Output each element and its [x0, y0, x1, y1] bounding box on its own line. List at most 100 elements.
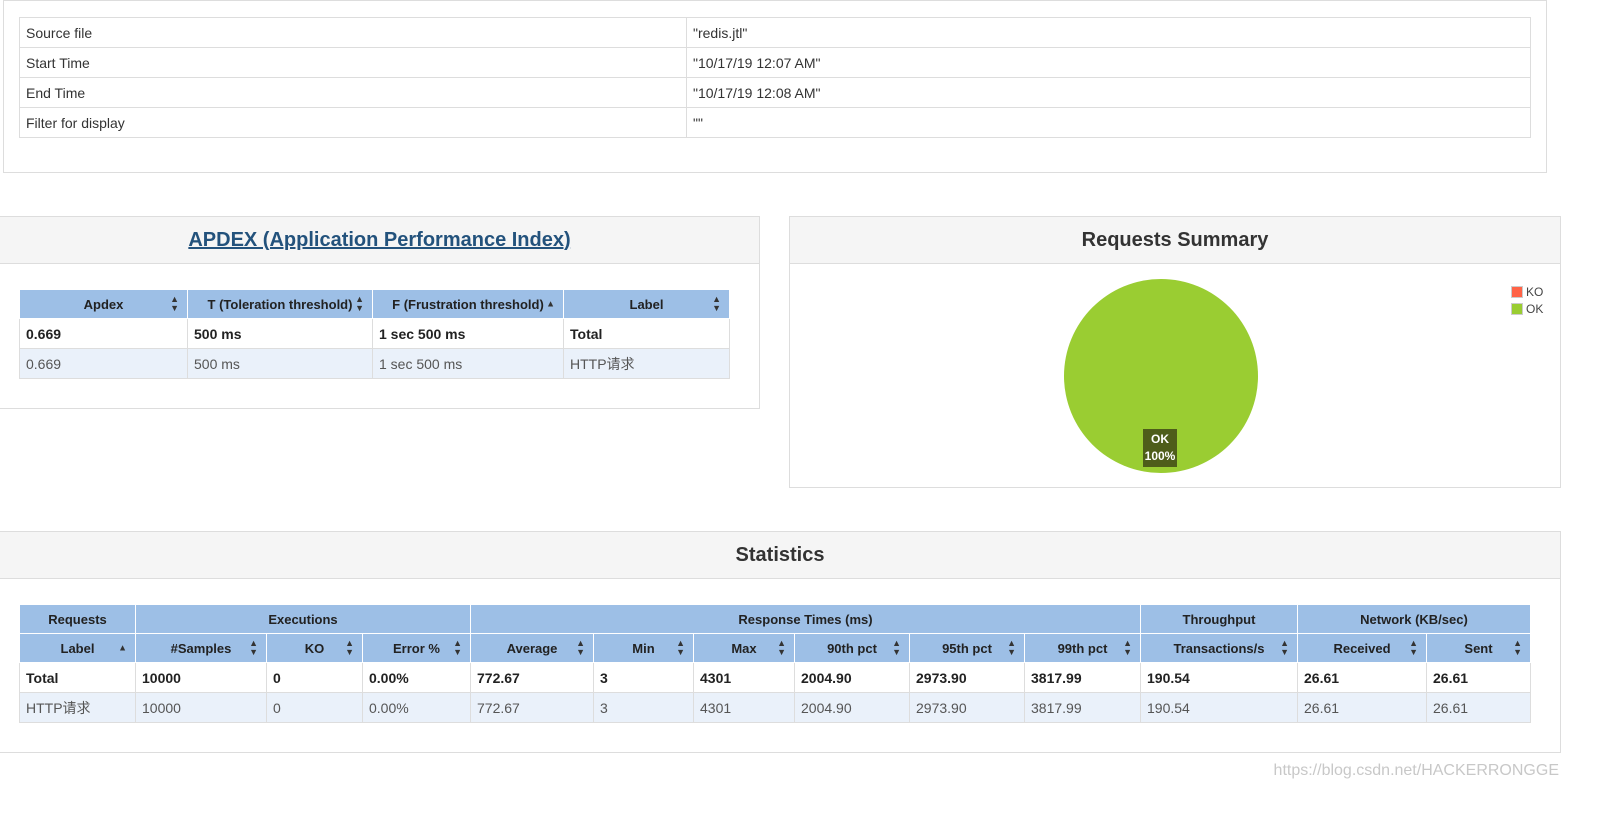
apdex-header-t[interactable]: T (Toleration threshold) ▲ ▼: [187, 289, 373, 319]
apdex-heading: APDEX (Application Performance Index): [0, 217, 759, 264]
cell: HTTP请求: [19, 692, 136, 723]
pie-legend: KO OK: [1511, 283, 1543, 317]
info-label: Start Time: [19, 47, 687, 78]
table-row: HTTP请求 10000 0 0.00% 772.67 3 4301 2004.…: [19, 692, 1531, 723]
cell: 2973.90: [909, 662, 1025, 693]
table-row: 0.669 500 ms 1 sec 500 ms Total: [19, 318, 730, 349]
sort-both-icon: ▲ ▼: [712, 294, 721, 313]
apdex-table: Apdex ▲ ▼ T (Toleration threshold) ▲ ▼ F (Fr…: [19, 289, 730, 379]
requests-summary-panel: Requests Summary OK 100% KO OK: [789, 216, 1561, 488]
cell: HTTP请求: [563, 348, 730, 379]
sort-both-icon: ▲ ▼: [1123, 638, 1132, 657]
cell: 2973.90: [909, 692, 1025, 723]
cell: 772.67: [470, 662, 594, 693]
statistics-table: Requests Executions Response Times (ms) …: [19, 604, 1531, 723]
cell: 3817.99: [1024, 692, 1141, 723]
legend-label: KO: [1526, 284, 1544, 299]
info-value: "10/17/19 12:08 AM": [686, 77, 1531, 108]
cell: Total: [563, 318, 730, 349]
apdex-header-label[interactable]: Label ▲ ▼: [563, 289, 730, 319]
info-row: Start Time "10/17/19 12:07 AM": [19, 47, 1531, 78]
info-value: "": [686, 107, 1531, 138]
sort-both-icon: ▲ ▼: [1409, 638, 1418, 657]
cell: 26.61: [1426, 692, 1531, 723]
info-value: "10/17/19 12:07 AM": [686, 47, 1531, 78]
sort-both-icon: ▲ ▼: [777, 638, 786, 657]
sort-asc-icon: ▲: [546, 298, 555, 309]
info-label: End Time: [19, 77, 687, 108]
info-label: Filter for display: [19, 107, 687, 138]
cell: 10000: [135, 692, 267, 723]
group-header-response-times: Response Times (ms): [470, 604, 1141, 634]
cell: 772.67: [470, 692, 594, 723]
group-header-network: Network (KB/sec): [1297, 604, 1531, 634]
sort-both-icon: ▲ ▼: [355, 294, 364, 313]
cell: 2004.90: [794, 692, 910, 723]
info-value: "redis.jtl": [686, 17, 1531, 48]
cell: 26.61: [1426, 662, 1531, 693]
stats-header-95pct[interactable]: 95th pct ▲ ▼: [909, 633, 1025, 663]
stats-header-99pct[interactable]: 99th pct ▲ ▼: [1024, 633, 1141, 663]
pie-chart: OK 100%: [1064, 279, 1258, 473]
apdex-title-link[interactable]: APDEX (Application Performance Index): [188, 228, 571, 251]
stats-header-max[interactable]: Max ▲ ▼: [693, 633, 795, 663]
cell: 3817.99: [1024, 662, 1141, 693]
stats-header-transactions[interactable]: Transactions/s ▲ ▼: [1140, 633, 1298, 663]
stats-header-sent[interactable]: Sent ▲ ▼: [1426, 633, 1531, 663]
apdex-panel: APDEX (Application Performance Index) Ap…: [0, 216, 760, 409]
stats-header-average[interactable]: Average ▲ ▼: [470, 633, 594, 663]
sort-both-icon: ▲ ▼: [249, 638, 258, 657]
cell: 190.54: [1140, 662, 1298, 693]
pie-label-category: OK: [1151, 432, 1169, 446]
legend-swatch: [1511, 302, 1523, 315]
cell: 0.669: [19, 318, 188, 349]
cell: 2004.90: [794, 662, 910, 693]
info-table: Source file "redis.jtl" Start Time "10/1…: [19, 17, 1531, 138]
watermark: https://blog.csdn.net/HACKERRONGGE: [1273, 762, 1559, 779]
sort-both-icon: ▲ ▼: [892, 638, 901, 657]
legend-item-ok[interactable]: OK: [1511, 300, 1543, 317]
pie-label-percent: 100%: [1145, 449, 1176, 463]
sort-both-icon: ▲ ▼: [170, 294, 179, 313]
info-row: End Time "10/17/19 12:08 AM": [19, 77, 1531, 108]
cell: Total: [19, 662, 136, 693]
sort-both-icon: ▲ ▼: [676, 638, 685, 657]
legend-label: OK: [1526, 301, 1544, 316]
group-header-requests: Requests: [19, 604, 136, 634]
pie-slice-ok[interactable]: [1064, 279, 1258, 473]
cell: 4301: [693, 692, 795, 723]
sort-both-icon: ▲ ▼: [345, 638, 354, 657]
cell: 500 ms: [187, 318, 373, 349]
stats-header-label[interactable]: Label ▲: [19, 633, 136, 663]
cell: 3: [593, 692, 694, 723]
sort-both-icon: ▲ ▼: [1007, 638, 1016, 657]
stats-header-received[interactable]: Received ▲ ▼: [1297, 633, 1427, 663]
stats-header-error[interactable]: Error % ▲ ▼: [362, 633, 471, 663]
stats-header-min[interactable]: Min ▲ ▼: [593, 633, 694, 663]
table-row: Total 10000 0 0.00% 772.67 3 4301 2004.9…: [19, 662, 1531, 693]
sort-both-icon: ▲ ▼: [576, 638, 585, 657]
stats-header-samples[interactable]: #Samples ▲ ▼: [135, 633, 267, 663]
apdex-header-apdex[interactable]: Apdex ▲ ▼: [19, 289, 188, 319]
cell: 1 sec 500 ms: [372, 348, 564, 379]
statistics-panel: Statistics Requests Executions Response …: [0, 531, 1561, 753]
info-panel: Source file "redis.jtl" Start Time "10/1…: [3, 0, 1547, 173]
cell: 4301: [693, 662, 795, 693]
cell: 0.00%: [362, 662, 471, 693]
cell: 26.61: [1297, 692, 1427, 723]
pie-label-bg: [1143, 429, 1177, 467]
requests-summary-heading: Requests Summary: [790, 217, 1560, 264]
statistics-heading: Statistics: [0, 532, 1560, 579]
apdex-header-f[interactable]: F (Frustration threshold) ▲: [372, 289, 564, 319]
cell: 0: [266, 692, 363, 723]
cell: 26.61: [1297, 662, 1427, 693]
table-row: 0.669 500 ms 1 sec 500 ms HTTP请求: [19, 348, 730, 379]
stats-header-ko[interactable]: KO ▲ ▼: [266, 633, 363, 663]
cell: 500 ms: [187, 348, 373, 379]
sort-both-icon: ▲ ▼: [453, 638, 462, 657]
group-header-executions: Executions: [135, 604, 471, 634]
legend-item-ko[interactable]: KO: [1511, 283, 1543, 300]
cell: 1 sec 500 ms: [372, 318, 564, 349]
stats-header-90pct[interactable]: 90th pct ▲ ▼: [794, 633, 910, 663]
info-row: Filter for display "": [19, 107, 1531, 138]
